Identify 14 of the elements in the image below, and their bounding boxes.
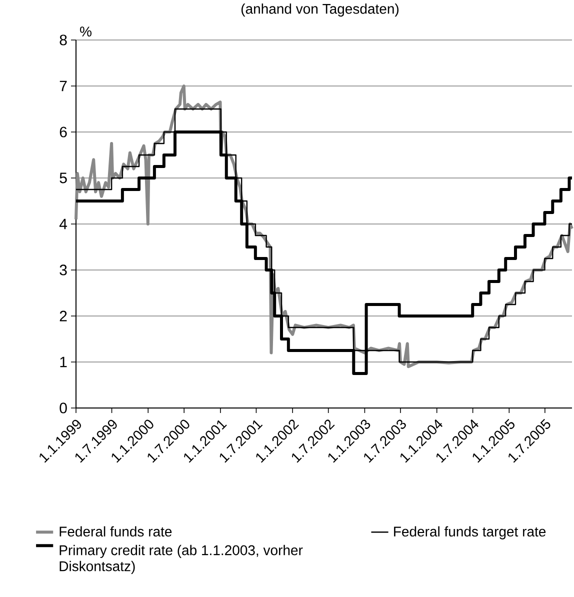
y-tick-label: 4: [59, 218, 68, 230]
legend-label: Federal funds rate: [60, 526, 172, 537]
chart-subtitle: (anhand von Tagesdaten): [241, 4, 398, 17]
y-tick-label: 8: [60, 34, 67, 46]
y-tick-label: 0: [60, 402, 67, 414]
y-tick-label: 5: [60, 172, 67, 184]
legend-label: Primary credit rate (ab 1.1.2003, vorher Diskontsatz): [60, 544, 303, 574]
y-axis-title: %: [80, 26, 92, 36]
y-tick-label: 2: [60, 310, 67, 322]
y-tick-label: 6: [60, 126, 67, 138]
y-tick-label: 7: [60, 80, 67, 92]
y-tick-label: 3: [60, 264, 67, 276]
legend-label: Federal funds target rate: [394, 526, 546, 540]
y-tick-label: 1: [60, 356, 67, 368]
